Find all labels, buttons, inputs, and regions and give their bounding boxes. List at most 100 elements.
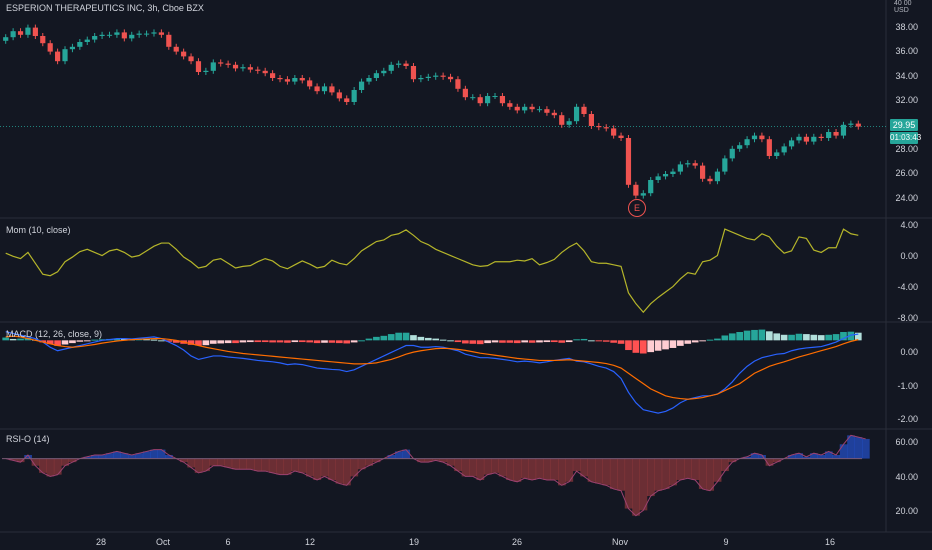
macd-histogram-bar bbox=[217, 340, 225, 344]
macd-histogram-bar bbox=[565, 340, 573, 343]
macd-histogram-bar bbox=[254, 340, 262, 343]
time-tick: 16 bbox=[824, 537, 836, 547]
rsi-area-segment bbox=[506, 458, 514, 480]
macd-histogram-bar bbox=[751, 329, 758, 341]
rsi-area-segment bbox=[862, 438, 870, 459]
candle-body bbox=[692, 163, 698, 166]
rsi-area-segment bbox=[691, 458, 700, 480]
momentum-line bbox=[5, 228, 859, 314]
macd-histogram-bar bbox=[632, 340, 640, 353]
rsi-area-segment bbox=[217, 458, 225, 466]
price-tick: 28.00 bbox=[895, 144, 918, 154]
rsi-area-segment bbox=[365, 458, 373, 466]
rsi-area-segment bbox=[142, 451, 151, 459]
macd-tick: -1.00 bbox=[897, 381, 918, 391]
rsi-area-segment bbox=[439, 458, 448, 463]
candle-body bbox=[418, 78, 424, 80]
candle-body bbox=[796, 136, 802, 141]
candle-body bbox=[299, 78, 305, 81]
candle-body bbox=[321, 86, 328, 92]
rsi-tick: 60.00 bbox=[895, 437, 918, 447]
candle-body bbox=[240, 67, 246, 69]
rsi-area-segment bbox=[632, 458, 640, 516]
candle-body bbox=[677, 164, 683, 172]
candle-body bbox=[358, 81, 365, 90]
rsi-area-segment bbox=[128, 455, 136, 459]
macd-histogram-bar bbox=[795, 333, 803, 341]
macd-histogram-bar bbox=[669, 340, 677, 348]
macd-histogram-bar bbox=[224, 340, 232, 344]
rsi-area-segment bbox=[854, 437, 863, 459]
candle-body bbox=[781, 146, 787, 153]
macd-pane-title[interactable]: MACD (12, 26, close, 9) bbox=[6, 329, 103, 339]
candle-body bbox=[3, 37, 9, 41]
macd-histogram-bar bbox=[825, 334, 832, 341]
macd-histogram-bar bbox=[239, 340, 247, 343]
macd-histogram-bar bbox=[699, 340, 706, 342]
rsi-area-segment bbox=[698, 458, 707, 489]
candle-body bbox=[32, 27, 38, 36]
candle-body bbox=[566, 121, 572, 125]
rsi-tick: 20.00 bbox=[895, 506, 918, 516]
rsi-area-segment bbox=[402, 449, 411, 459]
candle-body bbox=[507, 103, 513, 107]
macd-histogram-bar bbox=[447, 340, 454, 342]
candle-body bbox=[648, 180, 654, 194]
macd-histogram-bar bbox=[158, 340, 165, 342]
macd-histogram-bar bbox=[328, 340, 336, 343]
macd-line bbox=[5, 331, 859, 414]
candle-body bbox=[685, 163, 691, 165]
macd-histogram-bar bbox=[654, 340, 662, 351]
candle-body bbox=[826, 132, 832, 138]
macd-histogram-bar bbox=[343, 340, 351, 344]
rsi-area-segment bbox=[68, 458, 77, 463]
rsi-area-segment bbox=[750, 453, 759, 459]
candle-body bbox=[270, 73, 276, 78]
rsi-area-segment bbox=[639, 458, 648, 511]
macd-histogram-bar bbox=[395, 332, 402, 341]
candle-body bbox=[477, 97, 483, 104]
candle-body bbox=[262, 70, 268, 74]
candle-body bbox=[433, 75, 439, 77]
macd-histogram-bar bbox=[521, 340, 529, 343]
rsi-pane-title[interactable]: RSI-O (14) bbox=[6, 434, 50, 444]
candle-body bbox=[166, 34, 172, 47]
candle-body bbox=[729, 148, 735, 159]
earnings-marker[interactable]: E bbox=[628, 199, 646, 217]
macd-histogram-bar bbox=[499, 340, 506, 343]
macd-histogram-bar bbox=[187, 340, 195, 345]
rsi-area-segment bbox=[239, 458, 247, 470]
candle-body bbox=[499, 96, 506, 104]
rsi-area-segment bbox=[254, 458, 262, 472]
rsi-area-segment bbox=[157, 449, 166, 459]
price-tick: 36.00 bbox=[895, 46, 918, 56]
macd-histogram-bar bbox=[617, 340, 625, 344]
rsi-area-segment bbox=[595, 458, 603, 484]
candle-body bbox=[492, 96, 498, 97]
rsi-area-segment bbox=[824, 451, 833, 459]
macd-histogram-bar bbox=[261, 340, 269, 343]
candle-body bbox=[203, 70, 209, 72]
rsi-area-segment bbox=[587, 458, 596, 482]
time-tick: Nov bbox=[611, 537, 629, 547]
rsi-area-segment bbox=[90, 455, 99, 459]
rsi-area-segment bbox=[283, 458, 292, 475]
rsi-area-segment bbox=[706, 458, 715, 491]
macd-histogram-bar bbox=[69, 340, 76, 344]
macd-histogram-bar bbox=[595, 340, 603, 342]
macd-histogram-bar bbox=[83, 340, 91, 342]
mom-pane-title[interactable]: Mom (10, close) bbox=[6, 225, 71, 235]
rsi-area-segment bbox=[313, 458, 322, 480]
candle-body bbox=[173, 46, 179, 52]
macd-histogram-bar bbox=[291, 340, 299, 343]
symbol-title[interactable]: ESPERION THERAPEUTICS INC, 3h, Cboe BZX bbox=[6, 3, 204, 13]
rsi-area-segment bbox=[224, 458, 233, 468]
rsi-area-segment bbox=[661, 458, 670, 489]
candle-body bbox=[544, 109, 550, 113]
rsi-area-segment bbox=[268, 458, 277, 473]
rsi-area-segment bbox=[743, 456, 752, 459]
candle-body bbox=[381, 70, 387, 74]
candle-body bbox=[485, 96, 491, 104]
rsi-area-segment bbox=[53, 458, 62, 475]
